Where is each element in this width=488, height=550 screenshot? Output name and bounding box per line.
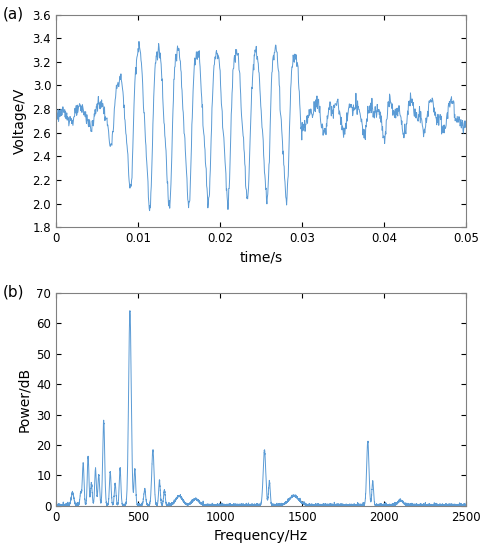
Y-axis label: Voltage/V: Voltage/V (13, 87, 27, 154)
X-axis label: Frequency/Hz: Frequency/Hz (214, 529, 308, 543)
Text: (a): (a) (3, 6, 24, 21)
X-axis label: time/s: time/s (240, 251, 283, 265)
Y-axis label: Power/dB: Power/dB (17, 367, 31, 432)
Text: (b): (b) (3, 284, 24, 300)
